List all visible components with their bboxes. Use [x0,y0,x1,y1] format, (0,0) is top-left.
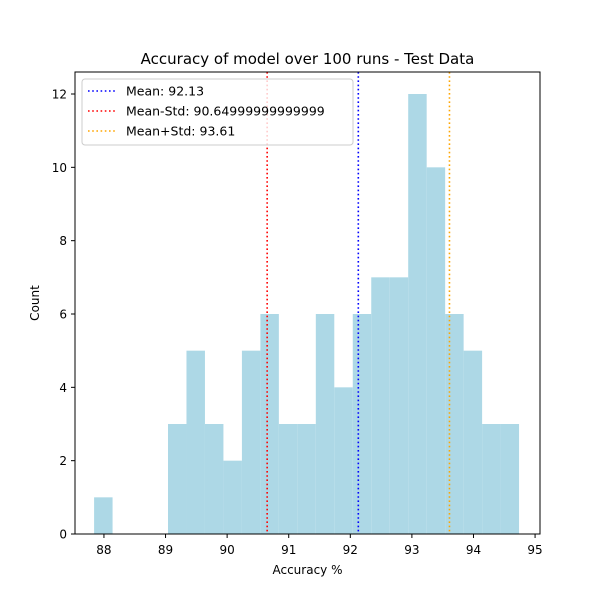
plot-frame [74,71,541,535]
legend-items: Mean: 92.13 Mean-Std: 90.64999999999999 Me… [88,84,325,139]
histogram-bar-5 [186,350,205,534]
histogram-bar-4 [168,424,187,534]
y-tick-label: 10 [52,161,67,175]
histogram-bar-10 [278,424,298,534]
x-tick-label: 89 [158,543,173,557]
y-tick-label: 12 [52,88,67,102]
histogram-bar-11 [297,424,316,534]
x-tick-label: 95 [527,543,542,557]
histogram-bar-16 [389,277,409,534]
bars-layer [94,94,520,535]
x-axis-label: Accuracy % [272,563,342,577]
chart-title: Accuracy of model over 100 runs - Test D… [141,50,475,68]
y-tick-label: 0 [59,528,67,542]
histogram-bar-7 [223,460,242,534]
histogram-bar-13 [334,387,353,534]
x-tick-label: 94 [466,543,481,557]
x-tick-label: 93 [404,543,419,557]
histogram-bar-20 [463,350,483,534]
y-axis-label: Count [28,285,42,321]
mean-minus-std-legend-label: Mean-Std: 90.64999999999999 [126,104,325,119]
x-tick-label: 91 [281,543,296,557]
histogram-bar-17 [408,94,427,534]
x-tick-label: 90 [219,543,234,557]
y-tick-label: 8 [59,234,67,248]
y-tick-label: 6 [59,308,67,322]
histogram-bar-18 [426,167,446,535]
histogram-bar-15 [371,277,390,534]
x-axis-ticks: 88 89 90 91 92 93 94 95 [96,534,543,557]
histogram-bar-22 [500,424,520,534]
histogram-bar-0 [94,497,113,534]
x-tick-label: 88 [96,543,111,557]
histogram-bar-8 [241,350,261,534]
histogram-bar-19 [445,314,464,534]
y-axis-ticks: 0 2 4 6 8 10 12 [52,88,75,542]
histogram-bar-6 [204,424,224,534]
x-tick-label: 92 [343,543,358,557]
mean-plus-std-legend-label: Mean+Std: 93.61 [126,124,235,139]
reference-lines-layer [266,72,451,534]
legend: Mean: 92.13 Mean-Std: 90.64999999999999 Me… [81,78,354,146]
histogram-bar-12 [315,314,335,534]
y-tick-label: 4 [59,381,67,395]
y-tick-label: 2 [59,454,67,468]
legend-box [81,78,354,146]
histogram-bar-14 [352,314,372,534]
histogram-bar-21 [482,424,501,534]
mean-legend-label: Mean: 92.13 [126,84,204,99]
histogram-bar-9 [260,314,279,534]
